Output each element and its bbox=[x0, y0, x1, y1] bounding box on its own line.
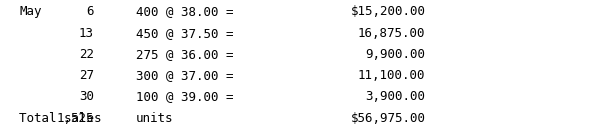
Text: 3,900.00: 3,900.00 bbox=[365, 90, 425, 103]
Text: 16,875.00: 16,875.00 bbox=[358, 27, 425, 40]
Text: 9,900.00: 9,900.00 bbox=[365, 48, 425, 61]
Text: 1,525: 1,525 bbox=[56, 112, 94, 125]
Text: 22: 22 bbox=[79, 48, 94, 61]
Text: 13: 13 bbox=[79, 27, 94, 40]
Text: $15,200.00: $15,200.00 bbox=[350, 5, 425, 18]
Text: 300 @ 37.00 =: 300 @ 37.00 = bbox=[136, 69, 233, 82]
Text: May: May bbox=[19, 5, 42, 18]
Text: 400 @ 38.00 =: 400 @ 38.00 = bbox=[136, 5, 233, 18]
Text: 450 @ 37.50 =: 450 @ 37.50 = bbox=[136, 27, 233, 40]
Text: units: units bbox=[136, 112, 173, 125]
Text: 11,100.00: 11,100.00 bbox=[358, 69, 425, 82]
Text: Total sales: Total sales bbox=[19, 112, 102, 125]
Text: 27: 27 bbox=[79, 69, 94, 82]
Text: 30: 30 bbox=[79, 90, 94, 103]
Text: 100 @ 39.00 =: 100 @ 39.00 = bbox=[136, 90, 233, 103]
Text: $56,975.00: $56,975.00 bbox=[350, 112, 425, 125]
Text: 275 @ 36.00 =: 275 @ 36.00 = bbox=[136, 48, 233, 61]
Text: 6: 6 bbox=[86, 5, 94, 18]
